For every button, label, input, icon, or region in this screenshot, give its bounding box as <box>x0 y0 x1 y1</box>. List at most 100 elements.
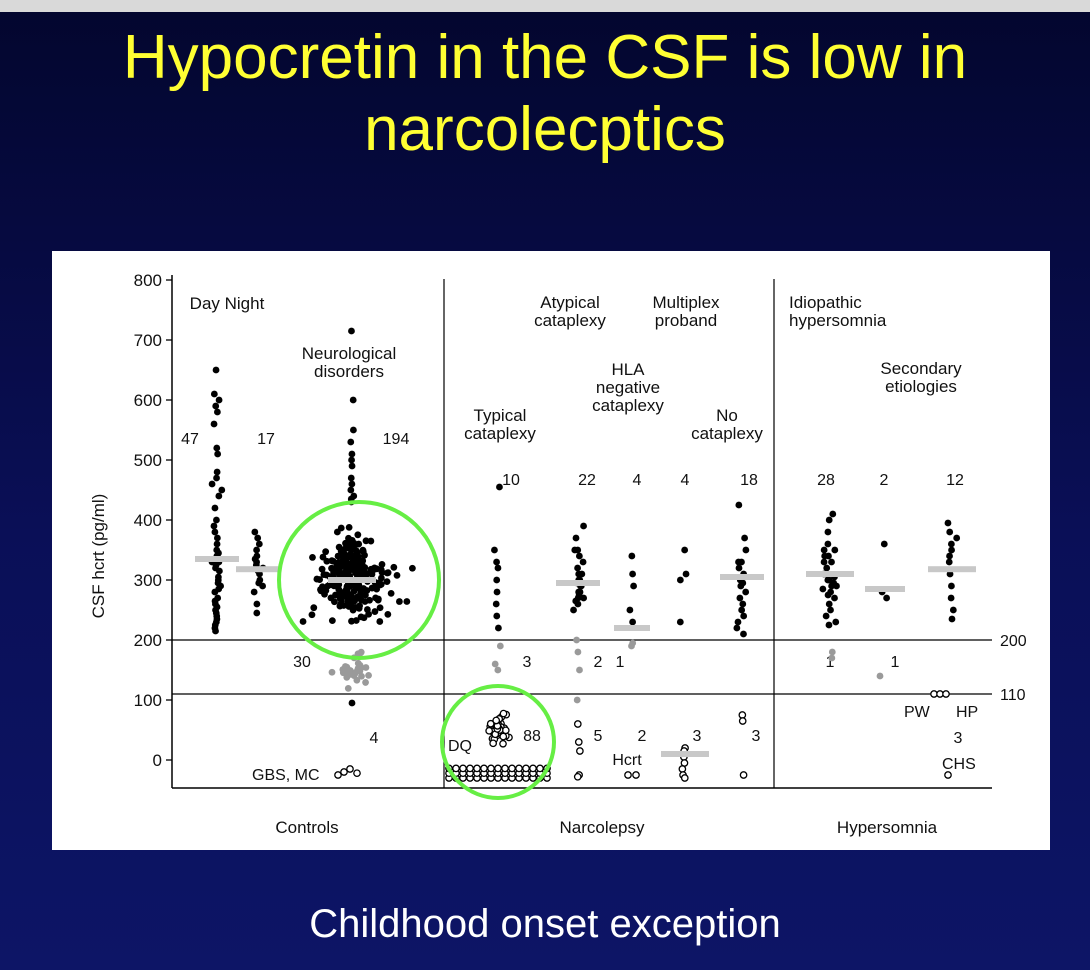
data-point-hollow <box>499 732 508 741</box>
data-point <box>348 617 355 625</box>
count-label-mid: 3 <box>523 654 532 671</box>
y-tick-label: 300 <box>134 571 162 590</box>
data-point <box>213 540 221 548</box>
data-point-hollow <box>738 717 747 725</box>
data-point <box>831 546 839 554</box>
data-point <box>317 586 324 593</box>
data-point <box>378 568 386 576</box>
count-label-high: 28 <box>817 472 835 489</box>
data-point <box>347 540 355 548</box>
data-point-hollow <box>487 764 495 773</box>
data-point-below-200 <box>876 672 884 680</box>
data-point <box>253 600 261 608</box>
group-label-secondary: etiologies <box>885 377 957 396</box>
data-point <box>492 600 500 608</box>
data-point <box>333 528 341 536</box>
data-point-hollow <box>494 764 502 773</box>
count-label-low: 4 <box>370 730 379 747</box>
group-label-typical: cataplexy <box>464 424 536 443</box>
slide-caption: Childhood onset exception <box>309 902 781 946</box>
data-point <box>408 564 416 572</box>
data-point-hollow <box>489 739 497 748</box>
data-point <box>348 480 356 488</box>
count-label-low: 2 <box>638 728 647 745</box>
y-tick-label: 100 <box>134 691 162 710</box>
data-point <box>345 603 353 610</box>
data-point <box>367 537 375 545</box>
data-point <box>741 534 749 542</box>
data-point <box>824 528 832 536</box>
data-point <box>572 534 580 542</box>
group-label-multiplex: proband <box>655 311 717 330</box>
data-point-hollow <box>499 709 508 718</box>
data-point-hollow <box>499 739 507 748</box>
count-label-mid: 1 <box>826 654 835 671</box>
count-label-high: 10 <box>502 472 520 489</box>
data-point-below-200 <box>344 684 352 692</box>
data-point <box>880 540 888 548</box>
data-point-hollow <box>485 726 494 735</box>
data-point <box>948 615 956 623</box>
data-point <box>578 570 586 578</box>
data-point-below-200 <box>573 636 581 644</box>
data-point <box>308 611 316 619</box>
data-point <box>493 588 501 596</box>
data-point <box>347 486 355 494</box>
annotation-chs: CHS <box>942 756 976 773</box>
data-point-below-200 <box>628 642 635 650</box>
count-label-high: 4 <box>633 472 642 489</box>
data-point <box>210 390 218 398</box>
data-point <box>574 594 582 602</box>
y-tick-label: 600 <box>134 391 162 410</box>
data-point <box>254 534 262 542</box>
data-point <box>255 540 263 548</box>
data-point-hollow <box>739 771 748 779</box>
data-point <box>820 558 828 566</box>
data-point <box>384 569 392 577</box>
data-point-below-200 <box>573 696 581 704</box>
highlight-circle-neuro <box>277 500 441 660</box>
count-label-high: 194 <box>383 431 410 448</box>
data-point <box>831 594 838 602</box>
data-point <box>575 552 583 560</box>
annotation-gbs-mc: GBS, MC <box>252 767 320 784</box>
data-point-hollow <box>492 716 501 725</box>
data-point-hollow <box>486 719 495 728</box>
data-point-below-200 <box>357 648 365 656</box>
data-point-hollow <box>346 765 354 773</box>
data-point <box>574 600 582 608</box>
data-point <box>825 576 833 584</box>
data-point <box>403 598 411 605</box>
count-label-high: 2 <box>880 472 889 489</box>
data-point <box>213 534 221 542</box>
median-bar <box>236 566 280 573</box>
group-label-secondary: Secondary <box>880 359 962 378</box>
data-point <box>739 600 747 608</box>
data-point-hollow <box>536 764 544 773</box>
slide-title: Hypocretin in the CSF is low in narcolec… <box>0 22 1090 166</box>
data-point <box>210 522 218 530</box>
data-point <box>736 594 744 602</box>
data-point <box>390 563 398 571</box>
data-point <box>349 396 357 404</box>
data-point <box>676 576 684 584</box>
data-point <box>352 569 359 577</box>
data-point <box>823 564 831 572</box>
data-point-hollow <box>942 690 950 698</box>
data-point <box>946 570 954 578</box>
data-point <box>493 576 501 584</box>
data-point <box>384 610 392 618</box>
median-bar <box>195 556 239 562</box>
data-point <box>740 612 748 620</box>
y-tick-label: 200 <box>134 631 162 650</box>
data-point <box>347 474 355 482</box>
data-point <box>362 591 369 599</box>
data-point <box>494 564 502 572</box>
data-point <box>337 600 345 608</box>
data-point <box>353 563 361 571</box>
data-point-below-200 <box>494 666 502 674</box>
data-point <box>580 594 588 602</box>
count-label-mid: 1 <box>891 654 900 671</box>
data-point <box>216 567 223 575</box>
threshold-label: 200 <box>1000 633 1027 650</box>
